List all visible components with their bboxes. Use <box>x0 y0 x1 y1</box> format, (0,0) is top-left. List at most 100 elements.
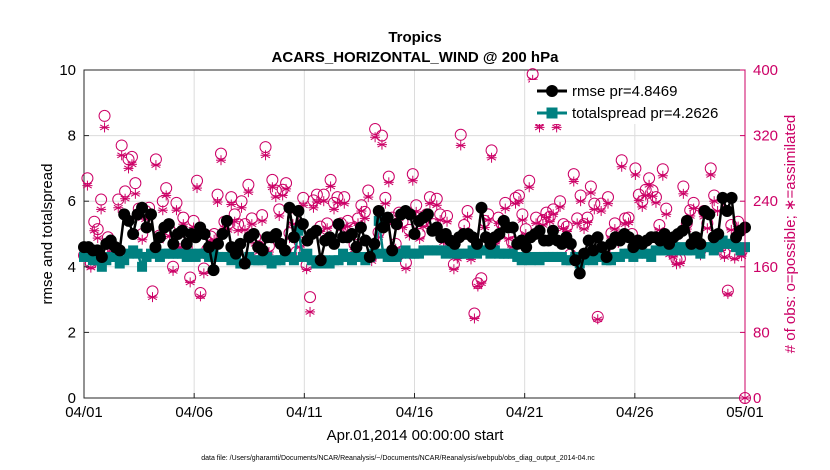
rmse-point <box>140 221 153 234</box>
rmse-point <box>180 237 193 250</box>
rmse-point <box>363 250 376 263</box>
footer-data-file: data file: /Users/gharamti/Documents/NCA… <box>201 455 595 462</box>
y-left-tick-label: 2 <box>68 324 76 341</box>
totalspread-point <box>288 255 299 266</box>
obs-assimilated-point <box>623 217 634 228</box>
x-tick-label: 04/01 <box>65 404 103 421</box>
y-left-tick-label: 10 <box>59 62 76 79</box>
obs-assimilated-point <box>329 204 340 215</box>
obs-assimilated-point <box>661 209 672 220</box>
obs-assimilated-point <box>246 219 257 230</box>
obs-possible-point <box>115 139 128 152</box>
obs-assimilated-point <box>579 224 590 235</box>
y-left-tick-label: 4 <box>68 259 76 276</box>
y-left-tick-label: 8 <box>68 128 76 145</box>
obs-assimilated-point <box>89 225 100 236</box>
totalspread-point <box>713 242 724 253</box>
totalspread-point <box>646 251 657 262</box>
rmse-point <box>680 214 693 227</box>
rmse-point <box>377 221 390 234</box>
rmse-point <box>162 218 175 231</box>
obs-possible-point <box>98 109 111 122</box>
obs-assimilated-point <box>243 187 254 198</box>
obs-assimilated-point <box>555 201 566 212</box>
rmse-point <box>542 234 555 247</box>
obs-assimilated-point <box>376 139 387 150</box>
x-tick-label: 05/01 <box>726 404 764 421</box>
obs-assimilated-point <box>448 264 459 275</box>
totalspread-point <box>293 225 304 236</box>
rmse-point <box>546 224 559 237</box>
obs-assimilated-point <box>226 199 237 210</box>
obs-assimilated-point <box>503 233 514 244</box>
rmse-point <box>287 231 300 244</box>
obs-assimilated-point <box>277 190 288 201</box>
x-tick-label: 04/16 <box>396 404 434 421</box>
obs-assimilated-point <box>702 223 713 234</box>
obs-assimilated-point <box>544 216 555 227</box>
rmse-point <box>292 205 305 218</box>
obs-assimilated-point <box>137 234 148 245</box>
legend-rmse-marker <box>546 85 558 97</box>
rmse-point <box>229 247 242 260</box>
rmse-point <box>493 228 506 240</box>
y-axis-left-label: rmse and totalspread <box>39 164 56 305</box>
rmse-point <box>354 221 367 234</box>
y-right-tick-label: 80 <box>753 324 770 341</box>
rmse-point <box>716 191 729 204</box>
obs-possible-point <box>95 193 108 206</box>
legend-rmse-label: rmse pr=4.8469 <box>572 83 677 100</box>
obs-assimilated-point <box>637 201 648 212</box>
obs-possible-point <box>304 291 317 304</box>
rmse-point <box>600 250 613 263</box>
rmse-point <box>314 254 327 267</box>
obs-assimilated-point <box>215 155 226 166</box>
obs-assimilated-point <box>596 206 607 217</box>
totalspread-point <box>110 251 121 262</box>
obs-assimilated-point <box>476 278 487 289</box>
obs-assimilated-point <box>339 198 350 209</box>
totalspread-point <box>333 255 344 266</box>
rmse-point <box>247 228 260 240</box>
rmse-point <box>332 218 345 231</box>
obs-assimilated-point <box>150 160 161 171</box>
obs-assimilated-point <box>472 281 483 292</box>
obs-assimilated-point <box>407 175 418 186</box>
rmse-point <box>404 208 417 221</box>
y-right-tick-label: 160 <box>753 259 778 276</box>
obs-possible-point <box>454 128 467 141</box>
obs-assimilated-point <box>603 198 614 209</box>
obs-assimilated-point <box>161 190 172 201</box>
obs-assimilated-point <box>198 268 209 279</box>
obs-assimilated-point <box>548 209 559 220</box>
rmse-point <box>234 237 247 250</box>
obs-assimilated-point <box>616 161 627 172</box>
obs-assimilated-point <box>318 196 329 207</box>
chart-subtitle: ACARS_HORIZONTAL_WIND @ 200 hPa <box>272 49 560 66</box>
x-tick-label: 04/26 <box>616 404 654 421</box>
totalspread-point <box>119 255 130 266</box>
obs-assimilated-point <box>281 183 292 194</box>
obs-assimilated-point <box>568 176 579 187</box>
obs-assimilated-point <box>363 192 374 203</box>
obs-assimilated-point <box>650 197 661 208</box>
rmse-point <box>278 244 291 257</box>
rmse-point <box>471 237 484 250</box>
rmse-point <box>573 267 586 280</box>
obs-assimilated-point <box>524 182 535 193</box>
rmse-point <box>144 208 157 221</box>
obs-assimilated-point <box>120 193 131 204</box>
obs-assimilated-point <box>171 205 182 216</box>
rmse-point <box>694 237 707 250</box>
x-tick-label: 04/11 <box>286 404 322 421</box>
obs-assimilated-point <box>719 251 730 262</box>
x-tick-label: 04/06 <box>175 404 213 421</box>
rmse-point <box>345 228 358 240</box>
rmse-point <box>591 231 604 244</box>
rmse-point <box>676 224 689 237</box>
rmse-point <box>136 201 149 214</box>
obs-possible-point <box>88 215 101 228</box>
rmse-point <box>569 254 582 267</box>
obs-assimilated-point <box>308 202 319 213</box>
obs-assimilated-point <box>647 191 658 202</box>
